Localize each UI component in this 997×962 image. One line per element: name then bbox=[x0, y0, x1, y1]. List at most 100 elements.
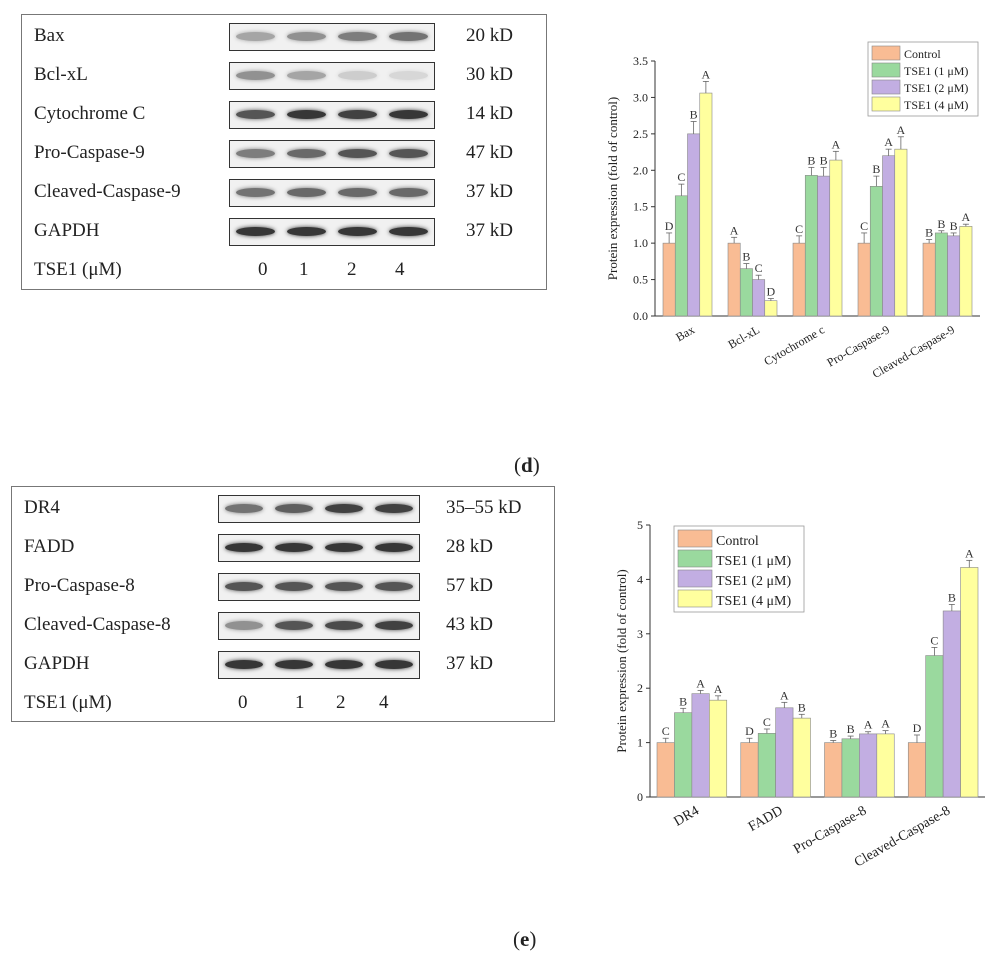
blot-e-protein-label: GAPDH bbox=[24, 653, 90, 674]
blot-d-lane-label: 0 bbox=[258, 259, 268, 280]
blot-e-band bbox=[375, 543, 413, 552]
blot-d-band bbox=[287, 32, 326, 41]
blot-d-band bbox=[389, 110, 428, 119]
x-category-label: Cytochrome c bbox=[761, 322, 827, 368]
blot-d-band bbox=[236, 149, 275, 158]
significance-letter: B bbox=[679, 694, 687, 708]
blot-e-blot-strip bbox=[218, 612, 420, 640]
panel-label-d: (d) bbox=[514, 453, 540, 477]
y-tick-label: 5 bbox=[637, 518, 643, 532]
blot-d-blot-strip bbox=[229, 23, 435, 51]
bar bbox=[757, 733, 776, 798]
bar bbox=[764, 300, 778, 317]
blot-d-band bbox=[287, 149, 326, 158]
y-tick-label: 2.0 bbox=[633, 163, 648, 177]
significance-letter: A bbox=[897, 123, 906, 137]
significance-letter: B bbox=[872, 162, 880, 176]
blot-e-lane-label: 4 bbox=[379, 692, 389, 713]
bar bbox=[925, 655, 944, 798]
blot-e-band bbox=[275, 582, 313, 591]
significance-letter: A bbox=[780, 688, 789, 702]
significance-letter: A bbox=[884, 135, 893, 149]
y-tick-label: 1.0 bbox=[633, 236, 648, 250]
blot-e-band bbox=[275, 543, 313, 552]
blot-e-blot-strip bbox=[218, 651, 420, 679]
blot-d-blot-strip bbox=[229, 179, 435, 207]
blot-e-size-label: 57 kD bbox=[446, 575, 493, 596]
legend-swatch bbox=[677, 529, 713, 548]
blot-d-lane-label: 4 bbox=[395, 259, 405, 280]
significance-letter: C bbox=[662, 724, 670, 738]
blot-d-protein-label: Cleaved-Caspase-9 bbox=[34, 181, 181, 202]
significance-letter: A bbox=[962, 210, 971, 224]
legend-label: TSE1 (1 μM) bbox=[716, 554, 792, 569]
bar bbox=[829, 159, 843, 317]
blot-d-band bbox=[389, 71, 428, 80]
blot-e-band bbox=[275, 621, 313, 630]
blot-e-band bbox=[225, 660, 263, 669]
bar bbox=[882, 155, 896, 317]
blot-e-blot-strip bbox=[218, 573, 420, 601]
significance-letter: B bbox=[690, 107, 698, 121]
blot-e-band bbox=[225, 621, 263, 630]
blot-d-band bbox=[236, 71, 275, 80]
legend-label: TSE1 (4 μM) bbox=[904, 98, 968, 112]
bar bbox=[942, 610, 961, 798]
bar bbox=[922, 242, 936, 317]
bar bbox=[894, 148, 908, 317]
significance-letter: B bbox=[950, 219, 958, 233]
y-tick-label: 1.5 bbox=[633, 200, 648, 214]
bar bbox=[876, 733, 895, 798]
blot-d-size-label: 20 kD bbox=[466, 25, 513, 46]
bar bbox=[662, 242, 676, 317]
blot-e-band bbox=[325, 504, 363, 513]
significance-letter: B bbox=[829, 726, 837, 740]
y-tick-label: 0 bbox=[637, 790, 643, 804]
blot-e-band bbox=[325, 621, 363, 630]
blot-d-band bbox=[389, 188, 428, 197]
bar bbox=[869, 186, 883, 317]
blot-e-size-label: 35–55 kD bbox=[446, 497, 522, 518]
blot-d-protein-label: Cytochrome C bbox=[34, 103, 146, 124]
legend-label: Control bbox=[716, 534, 759, 549]
blot-e-protein-label: Cleaved-Caspase-8 bbox=[24, 614, 171, 635]
legend: Control TSE1 (1 μM) TSE1 (2 μM) TSE1 (4 μM) bbox=[867, 41, 979, 117]
blot-e-protein-label: FADD bbox=[24, 536, 75, 557]
bar bbox=[960, 567, 979, 798]
significance-letter: B bbox=[798, 700, 806, 714]
legend-swatch bbox=[677, 569, 713, 588]
chart-d: 0.0 0.5 1.0 1.5 2.0 2.5 3.0 3.5 Protein expressi… bbox=[605, 41, 980, 381]
legend-swatch bbox=[871, 79, 901, 95]
blot-e-size-label: 28 kD bbox=[446, 536, 493, 557]
blot-d-size-label: 37 kD bbox=[466, 220, 513, 241]
y-tick-label: 3.0 bbox=[633, 90, 648, 104]
y-tick-label: 0.0 bbox=[633, 309, 648, 323]
blot-d-band bbox=[287, 188, 326, 197]
blot-d-blot-strip bbox=[229, 62, 435, 90]
legend-swatch bbox=[871, 45, 901, 61]
significance-letter: A bbox=[714, 682, 723, 696]
y-axis-title: Protein expression (fold of control) bbox=[614, 569, 629, 752]
blot-e-band bbox=[375, 582, 413, 591]
blot-e-band bbox=[375, 504, 413, 513]
significance-letter: B bbox=[820, 153, 828, 167]
blot-d-band bbox=[287, 71, 326, 80]
significance-letter: A bbox=[702, 67, 711, 81]
bar bbox=[947, 235, 961, 317]
blot-d-blot-strip bbox=[229, 101, 435, 129]
blot-d-size-label: 14 kD bbox=[466, 103, 513, 124]
blot-e-blot-strip bbox=[218, 534, 420, 562]
significance-letter: C bbox=[860, 219, 868, 233]
bar bbox=[792, 717, 811, 798]
bar bbox=[691, 693, 710, 798]
blot-d-protein-label: Pro-Caspase-9 bbox=[34, 142, 145, 163]
blot-panel-e bbox=[11, 486, 555, 722]
legend-swatch bbox=[677, 589, 713, 608]
x-category-label: Bax bbox=[673, 322, 697, 344]
blot-d-lane-label: 2 bbox=[347, 259, 357, 280]
significance-letter: D bbox=[767, 285, 776, 299]
bar bbox=[674, 195, 688, 317]
blot-d-band bbox=[236, 227, 275, 236]
blot-d-band bbox=[236, 110, 275, 119]
blot-e-band bbox=[275, 660, 313, 669]
